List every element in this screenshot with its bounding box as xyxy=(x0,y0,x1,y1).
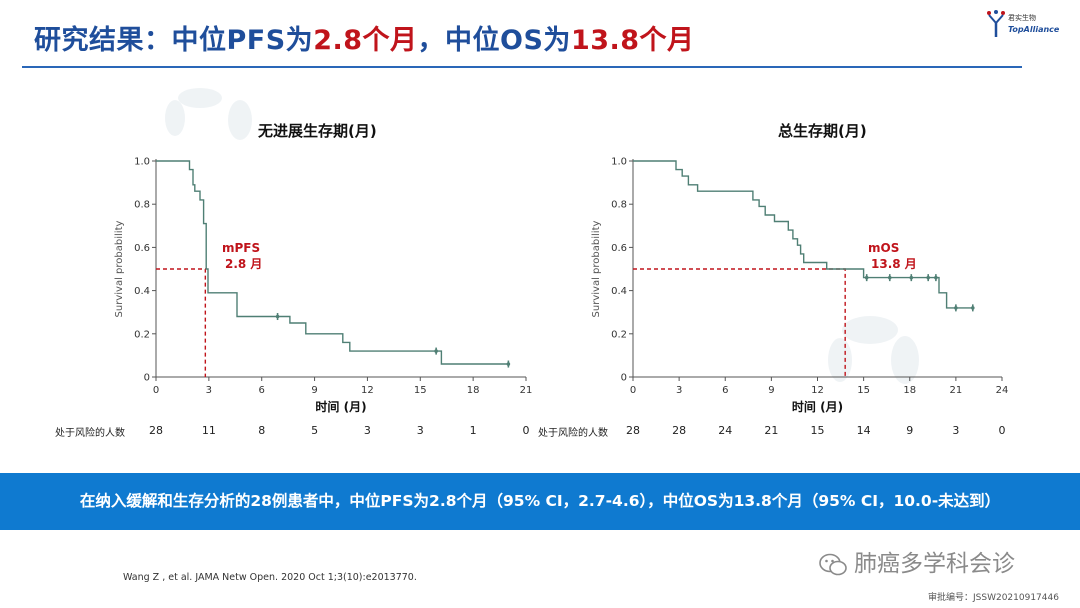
os-risk-count: 14 xyxy=(856,424,871,437)
pfs-x-tick-label: 6 xyxy=(259,385,265,396)
pfs-risk-count: 8 xyxy=(258,424,266,437)
os-risk-count: 3 xyxy=(952,424,960,437)
os-risk-count: 21 xyxy=(764,424,779,437)
pfs-y-axis-label: Survival probability xyxy=(114,220,125,317)
pfs-risk-count: 3 xyxy=(416,424,424,437)
logo-mark-icon xyxy=(987,10,1005,37)
os-risk-label: 处于风险的人数 xyxy=(538,428,608,439)
logo-text-cn: 君实生物 xyxy=(1008,14,1036,22)
watermark: 肺癌多学科会诊 xyxy=(818,544,1015,578)
pfs-y-tick-label: 1.0 xyxy=(134,157,150,168)
os-censor-mark xyxy=(864,275,869,280)
pfs-risk-label: 处于风险的人数 xyxy=(55,428,125,439)
pfs-risk-count: 3 xyxy=(363,424,371,437)
title-part-1: 研究结果：中位PFS为 xyxy=(34,25,314,56)
os-y-tick-label: 0.4 xyxy=(611,286,627,297)
os-x-tick-label: 6 xyxy=(722,385,728,396)
pfs-risk-count: 1 xyxy=(469,424,477,437)
km-charts: 0 0.2 0.4 0.6 0.8 1.0 0 3 6 9 12 15 18 21 时间 (月) Surviv… xyxy=(114,157,1009,415)
pfs-x-tick-label: 18 xyxy=(467,385,480,396)
pfs-y-tick-label: 0.6 xyxy=(134,243,150,254)
pfs-risk-count: 5 xyxy=(311,424,319,437)
os-y-tick-label: 1.0 xyxy=(611,157,627,168)
os-censor-mark xyxy=(909,275,914,280)
pfs-y-tick-label: 0.4 xyxy=(134,286,150,297)
pfs-censor-mark xyxy=(275,314,280,319)
os-y-tick-label: 0.8 xyxy=(611,200,627,211)
os-x-tick-label: 9 xyxy=(768,385,774,396)
os-censor-mark xyxy=(954,306,958,310)
pfs-y-tick-label: 0.2 xyxy=(134,329,150,340)
summary-banner: 在纳入缓解和生存分析的28例患者中，中位PFS为2.8个月（95% CI，2.7… xyxy=(0,473,1080,530)
os-risk-count: 28 xyxy=(626,424,640,437)
os-chart-title: 总生存期(月) xyxy=(778,122,867,140)
os-y-tick-label: 0.6 xyxy=(611,243,627,254)
os-risk-count: 15 xyxy=(810,424,825,437)
pfs-median-line xyxy=(156,268,207,377)
title-highlight-os: 13.8个月 xyxy=(570,25,695,56)
os-y-axis-label: Survival probability xyxy=(591,220,602,317)
os-risk-count: 24 xyxy=(718,424,733,437)
pfs-censor-mark xyxy=(434,349,438,353)
summary-banner-text: 在纳入缓解和生存分析的28例患者中，中位PFS为2.8个月（95% CI，2.7… xyxy=(79,492,1001,510)
logo-text-en: TopAlliance xyxy=(1008,25,1060,34)
citation: Wang Z , et al. JAMA Netw Open. 2020 Oct… xyxy=(123,572,417,583)
os-x-tick-label: 3 xyxy=(676,385,682,396)
approval-number: 审批编号：JSSW20210917446 xyxy=(928,593,1059,603)
os-median-line xyxy=(633,268,846,377)
pfs-risk-count: 11 xyxy=(201,424,216,437)
os-median-value-label: 13.8 月 xyxy=(871,257,917,271)
os-censor-mark xyxy=(934,275,938,280)
os-risk-count: 0 xyxy=(998,424,1006,437)
os-x-tick-label: 12 xyxy=(811,385,824,396)
pfs-x-tick-label: 21 xyxy=(520,385,533,396)
os-median-label: mOS xyxy=(868,241,899,255)
pfs-median-label: mPFS xyxy=(222,241,260,255)
os-censor-mark xyxy=(926,275,930,280)
pfs-survival-curve xyxy=(156,160,509,365)
pfs-y-tick-label: 0 xyxy=(144,373,150,384)
pfs-x-tick-label: 15 xyxy=(414,385,427,396)
os-x-tick-label: 0 xyxy=(630,385,636,396)
os-x-tick-label: 18 xyxy=(903,385,916,396)
company-logo: 君实生物 TopAlliance xyxy=(986,9,1066,43)
os-x-tick-label: 24 xyxy=(996,385,1009,396)
pfs-y-tick-label: 0.8 xyxy=(134,200,150,211)
title-highlight-pfs: 2.8个月 xyxy=(313,25,418,56)
os-censor-mark xyxy=(970,306,975,310)
os-x-axis-label: 时间 (月) xyxy=(792,399,843,414)
os-risk-count: 9 xyxy=(906,424,914,437)
pfs-x-tick-label: 12 xyxy=(361,385,374,396)
os-x-tick-label: 15 xyxy=(857,385,870,396)
os-risk-count: 28 xyxy=(672,424,687,437)
pfs-x-tick-label: 0 xyxy=(153,385,159,396)
pfs-x-axis-label: 时间 (月) xyxy=(315,399,366,414)
pfs-x-tick-label: 3 xyxy=(206,385,212,396)
wechat-icon xyxy=(819,553,847,575)
pfs-x-tick-label: 9 xyxy=(311,385,317,396)
os-y-tick-label: 0 xyxy=(621,373,627,384)
title-divider xyxy=(22,66,1022,68)
os-censor-mark xyxy=(887,275,892,280)
pfs-risk-count: 28 xyxy=(149,424,163,437)
pfs-risk-count: 0 xyxy=(522,424,530,437)
title-part-3: ，中位OS为 xyxy=(417,25,571,56)
pfs-chart-title: 无进展生存期(月) xyxy=(258,122,377,140)
pfs-censor-mark xyxy=(506,362,511,366)
os-y-tick-label: 0.2 xyxy=(611,329,627,340)
pfs-median-value-label: 2.8 月 xyxy=(225,257,262,271)
page-title: 研究结果：中位PFS为2.8个月，中位OS为13.8个月 xyxy=(34,18,695,57)
os-x-tick-label: 21 xyxy=(950,385,963,396)
os-survival-curve xyxy=(633,160,973,309)
watermark-text: 肺癌多学科会诊 xyxy=(854,551,1015,577)
